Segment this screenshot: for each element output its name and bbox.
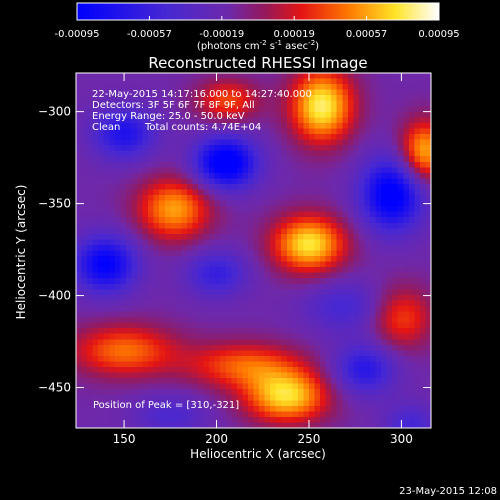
- x-axis-ticks: [123, 73, 402, 428]
- colorbar-gradient: [77, 3, 439, 20]
- x-tick-label: 200: [205, 432, 228, 446]
- y-tick-label: −450: [38, 381, 71, 395]
- annotation-detectors: Detectors: 3F 5F 6F 7F 8F 9F, All: [92, 100, 255, 111]
- chart-title: Reconstructed RHESSI Image: [148, 54, 367, 72]
- x-tick-label: 300: [390, 432, 413, 446]
- annotation-method: Clean: [92, 122, 120, 133]
- y-tick-label: −300: [38, 105, 71, 119]
- y-axis-label: Heliocentric Y (arcsec): [14, 185, 28, 320]
- colorbar-tick-label: -0.00095: [55, 29, 100, 40]
- footer-date: 23-May-2015 12:08: [399, 486, 497, 497]
- x-tick-label: 150: [113, 432, 136, 446]
- x-axis-label: Heliocentric X (arcsec): [190, 447, 326, 461]
- colorbar-tick-label: 0.00057: [346, 29, 387, 40]
- y-tick-label: −350: [38, 197, 71, 211]
- annotation-energy-range: Energy Range: 25.0 - 50.0 keV: [92, 111, 245, 122]
- heatmap-image: [76, 73, 431, 428]
- colorbar-tick-label: 0.00019: [274, 29, 315, 40]
- colorbar-frame: [76, 2, 440, 21]
- colorbar-tick-label: -0.00057: [127, 29, 172, 40]
- y-axis-ticks: [76, 111, 431, 389]
- colorbar-units: (photons cm-2 s-1 asec-2): [197, 39, 319, 52]
- annotation-time-range: 22-May-2015 14:17:16.000 to 14:27:40.000: [92, 89, 312, 100]
- x-axis-tick-labels: 150 200 250 300: [113, 432, 413, 446]
- y-axis-tick-labels: −300 −350 −400 −450: [38, 105, 71, 395]
- x-tick-label: 250: [298, 432, 321, 446]
- annotation-total-counts: Total counts: 4.74E+04: [144, 122, 261, 133]
- annotation-peak-position: Position of Peak = [310,-321]: [93, 400, 239, 411]
- colorbar-tick-labels: -0.00095 -0.00057 -0.00019 0.00019 0.00057 0.…: [55, 29, 460, 40]
- y-tick-label: −400: [38, 289, 71, 303]
- colorbar-tick-label: 0.00095: [418, 29, 459, 40]
- plot-frame: [75, 72, 432, 429]
- colorbar-ticks: [76, 16, 440, 20]
- colorbar-tick-label: -0.00019: [199, 29, 244, 40]
